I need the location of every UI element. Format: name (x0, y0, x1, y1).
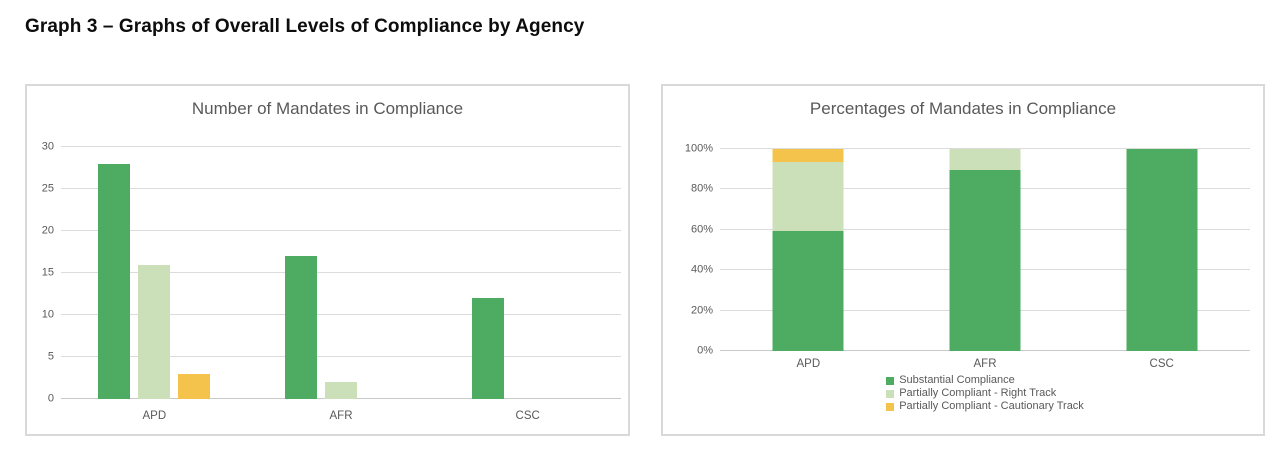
segment-apd-partially-compliant-cautionary-track (772, 149, 844, 162)
percent-of-mandates-chart: Percentages of Mandates in Compliance 0%… (661, 84, 1265, 436)
y-tick-label: 5 (47, 350, 54, 363)
bars (720, 149, 1250, 351)
number-of-mandates-chart: Number of Mandates in Compliance 0 5 10 15 2… (25, 84, 630, 436)
y-tick-label: 10 (41, 308, 54, 321)
stacked-bar-afr (949, 149, 1021, 351)
bar-apd-partially-compliant-cautionary-track (178, 373, 211, 399)
legend: Substantial Compliance Partially Complia… (720, 374, 1250, 413)
stacked-bar-apd (772, 149, 844, 351)
bars (61, 147, 621, 399)
gridline (61, 230, 621, 231)
bar-afr-substantial-compliance (285, 256, 317, 399)
plot-area-percent (720, 148, 1250, 351)
y-tick-label: 25 (41, 182, 54, 195)
legend-label: Partially Compliant - Right Track (899, 387, 1057, 399)
legend-marker-cautionary-icon (886, 402, 895, 411)
segment-apd-substantial-compliance (772, 230, 844, 351)
stack-group-csc (1073, 149, 1250, 351)
bar-group-apd (61, 147, 248, 399)
legend-marker-substantial-icon (886, 376, 895, 385)
category-label-apd: APD (142, 410, 167, 422)
gridline (61, 146, 621, 147)
bar-apd-substantial-compliance (98, 163, 131, 399)
category-label-apd: APD (796, 358, 821, 370)
y-axis-percent: 0% 20% 40% 60% 80% 100% (663, 143, 713, 356)
y-tick-label: 40% (690, 263, 713, 276)
category-label-afr: AFR (329, 410, 353, 422)
segment-csc-substantial-compliance (1126, 149, 1198, 351)
y-axis-number: 0 5 10 15 20 25 30 (27, 141, 54, 404)
bar-apd-partially-compliant-right-track (138, 264, 171, 399)
segment-afr-substantial-compliance (949, 170, 1021, 351)
legend-label: Partially Compliant - Cautionary Track (899, 400, 1084, 412)
y-tick-label: 20% (690, 304, 713, 317)
chart-title-number: Number of Mandates in Compliance (191, 99, 464, 118)
page-title: Graph 3 – Graphs of Overall Levels of Co… (25, 16, 585, 37)
legend-marker-right-track-icon (886, 389, 895, 398)
y-tick-label: 15 (41, 266, 54, 279)
bar-csc-substantial-compliance (471, 298, 504, 399)
x-axis-percent: APD AFR CSC (720, 358, 1250, 370)
x-axis-number: APD AFR CSC (61, 410, 621, 422)
segment-afr-partially-compliant-right-track (949, 149, 1021, 171)
y-tick-label: 60% (690, 223, 713, 236)
legend-label: Substantial Compliance (899, 374, 1015, 386)
gridline (61, 188, 621, 189)
legend-item-partially-compliant-cautionary-track: Partially Compliant - Cautionary Track (886, 400, 1084, 413)
bar-group-csc (434, 147, 621, 399)
bar-afr-partially-compliant-right-track (325, 382, 357, 399)
gridline (61, 314, 621, 315)
legend-item-partially-compliant-right-track: Partially Compliant - Right Track (886, 387, 1056, 400)
plot-area-number (61, 146, 621, 399)
category-label-csc: CSC (515, 410, 540, 422)
y-tick-label: 80% (690, 182, 713, 195)
stack-group-apd (720, 149, 897, 351)
stacked-bar-csc (1126, 149, 1198, 351)
legend-item-substantial-compliance: Substantial Compliance (886, 374, 1015, 387)
gridline (720, 148, 1250, 149)
y-tick-label: 30 (41, 140, 54, 153)
y-tick-label: 100% (684, 142, 713, 155)
y-tick-label: 0 (47, 392, 54, 405)
segment-apd-partially-compliant-right-track (772, 161, 844, 231)
gridline (61, 272, 621, 273)
stack-group-afr (897, 149, 1074, 351)
bar-group-afr (248, 147, 435, 399)
category-label-csc: CSC (1149, 358, 1174, 370)
chart-title-percent: Percentages of Mandates in Compliance (809, 99, 1117, 118)
category-label-afr: AFR (973, 358, 997, 370)
y-tick-label: 0% (697, 344, 713, 357)
gridline (61, 356, 621, 357)
y-tick-label: 20 (41, 224, 54, 237)
